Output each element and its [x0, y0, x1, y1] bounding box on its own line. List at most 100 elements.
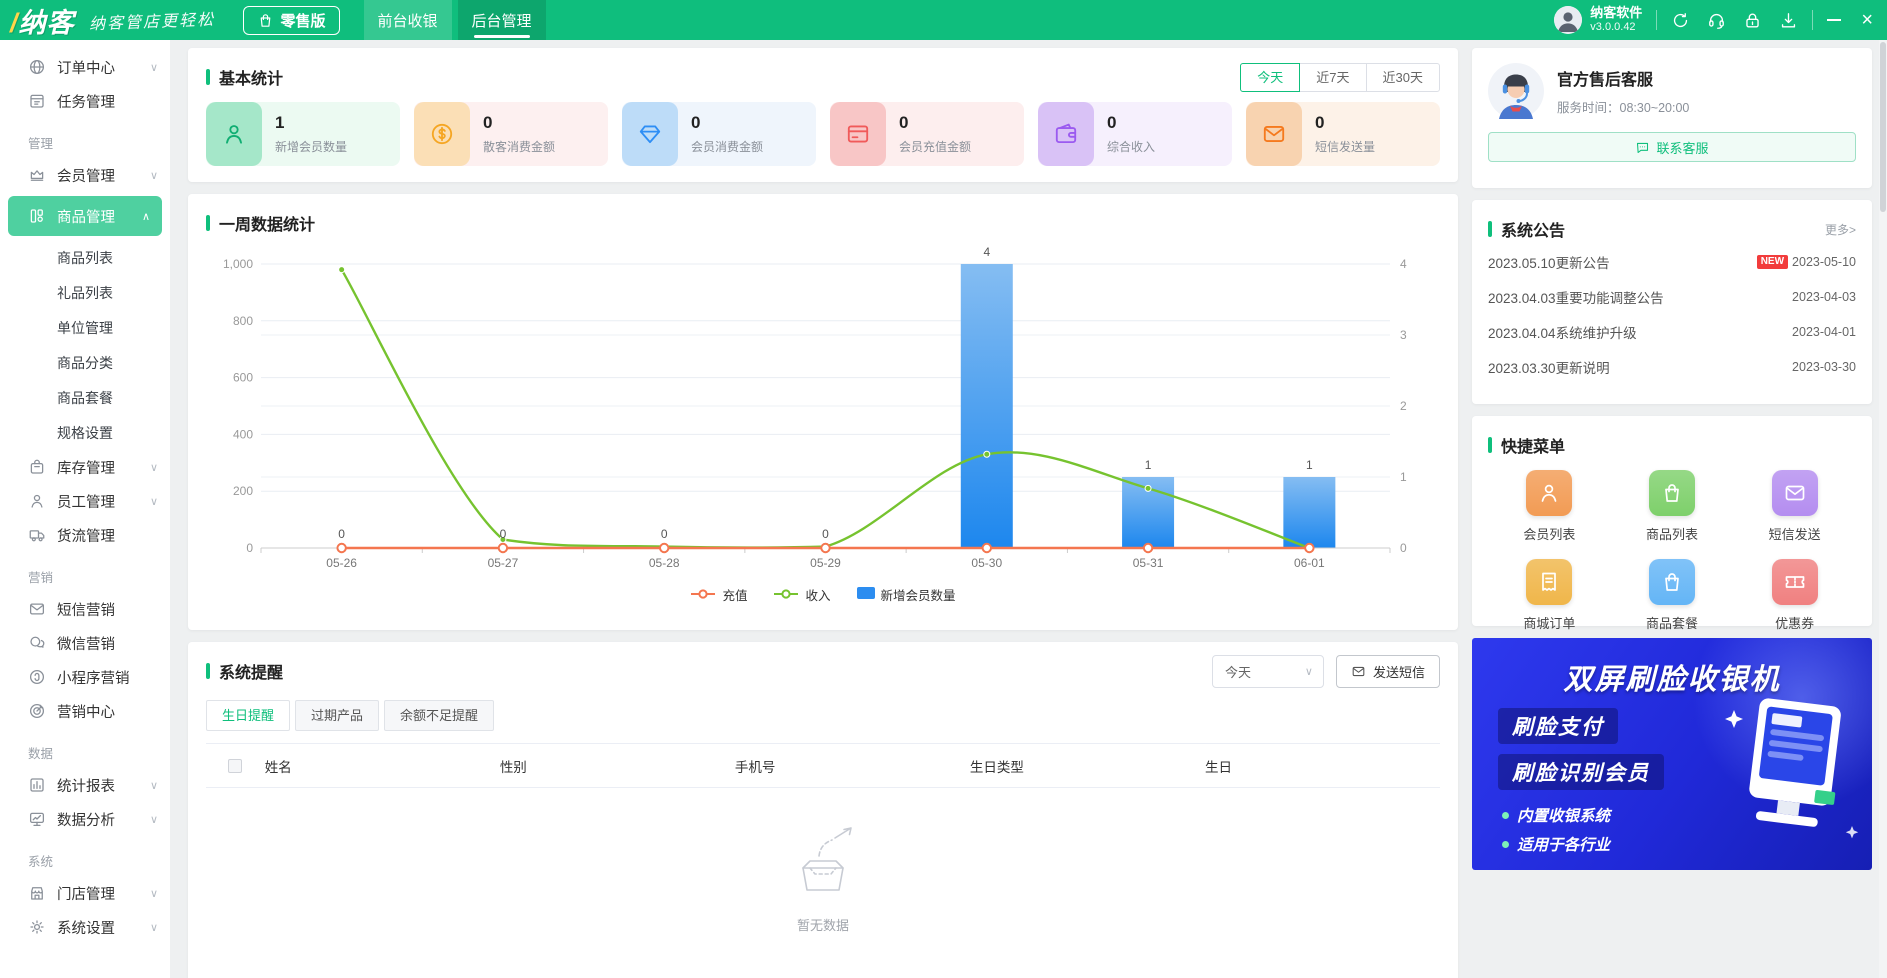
member-glyph [1537, 481, 1561, 505]
sidebar-item[interactable]: 货流管理 [0, 518, 170, 552]
legend-label: 新增会员数量 [880, 589, 956, 603]
sidebar-subitem[interactable]: 单位管理 [57, 319, 113, 336]
send-sms-button[interactable]: 发送短信 [1335, 654, 1440, 688]
topbar-icon-buttons [1671, 11, 1798, 30]
quick-menu-item[interactable]: 短信发送 [1733, 470, 1856, 543]
minimize-button[interactable] [1827, 19, 1842, 21]
sync-icon[interactable] [1671, 11, 1690, 30]
bankcard-glyph [845, 121, 871, 147]
chart-svg: 4 1 1 0 0 0 0 0 200 400 600 800 1,000 0 1 2 3 4 05-26 05-27… [223, 245, 1407, 570]
title-accent-bar [206, 215, 210, 231]
sidebar-item-label: 短信营销 [57, 602, 115, 619]
announcement-item[interactable]: 2023.04.03重要功能调整公告 2023-04-03 [1488, 279, 1856, 314]
sidebar-item[interactable]: 小程序营销 [0, 660, 170, 694]
legend-label: 收入 [805, 589, 831, 603]
quick-menu-title: 快捷菜单 [1501, 439, 1566, 456]
user-account[interactable]: 纳客软件 v3.0.0.42 [1554, 5, 1642, 34]
sidebar-item[interactable]: 会员管理 ∨ [0, 158, 170, 192]
range-tab[interactable]: 近30天 [1365, 62, 1440, 92]
reminder-tab[interactable]: 过期产品 [295, 700, 380, 731]
topbar-tab[interactable]: 前台收银 [363, 0, 452, 40]
legend-item[interactable]: 收入 [773, 585, 831, 604]
stat-texts: 0 短信发送量 [1315, 113, 1375, 155]
bag-glyph [1660, 570, 1684, 594]
sidebar-item[interactable]: 订单中心 ∨ [0, 50, 170, 84]
svg-text:05-28: 05-28 [649, 556, 680, 570]
sidebar-item[interactable]: 门店管理 ∨ [0, 876, 170, 910]
sidebar-item[interactable]: 微信营销 [0, 626, 170, 660]
announcement-item[interactable]: 2023.03.30更新说明 2023-03-30 [1488, 349, 1856, 384]
inventory-icon [28, 458, 46, 476]
svg-text:0: 0 [338, 527, 345, 541]
more-link[interactable]: 更多> [1824, 222, 1856, 237]
quick-menu-item[interactable]: 优惠券 [1733, 559, 1856, 632]
table-header-cell: 生日类型 [969, 759, 1024, 775]
close-button[interactable]: × [1861, 9, 1873, 31]
sidebar-item[interactable]: 员工管理 ∨ [0, 484, 170, 518]
sidebar-subitem[interactable]: 礼品列表 [57, 284, 113, 301]
store-icon [28, 884, 46, 902]
announcement-item[interactable]: 2023.04.04系统维护升级 2023-04-01 [1488, 314, 1856, 349]
svg-text:0: 0 [661, 527, 668, 541]
contact-service-button[interactable]: 联系客服 [1488, 132, 1856, 162]
reminder-tab[interactable]: 生日提醒 [206, 700, 291, 731]
ad-banner[interactable]: 双屏刷脸收银机 刷脸支付 刷脸识别会员 内置收银系统 适用于各行业 [1472, 638, 1872, 870]
sidebar-subitem[interactable]: 商品套餐 [57, 389, 113, 406]
announcement-item[interactable]: 2023.05.10更新公告 NEW 2023-05-10 [1488, 244, 1856, 279]
sidebar-subitem[interactable]: 商品列表 [57, 249, 113, 266]
reminder-table-header: 姓名 性别 手机号 生日类型 生日 [206, 743, 1440, 788]
quick-menu-item[interactable]: 商品套餐 [1611, 559, 1734, 632]
customer-service-card: 官方售后客服 服务时间：08:30~20:00 联系客服 [1472, 48, 1872, 188]
headset-icon[interactable] [1707, 11, 1726, 30]
avatar [1554, 6, 1583, 34]
miniprogram-icon [28, 668, 46, 686]
sidebar-item[interactable]: 营销中心 [0, 694, 170, 728]
stat-texts: 0 会员消费金额 [691, 113, 763, 155]
main-content: 基本统计 今天 近7天 近30天 1 新增会员数量 0 散客消费金额 0 会员消费金额 0 会员充… [170, 40, 1887, 978]
quick-menu-grid: 会员列表 商品列表 短信发送商城订单 商品套餐 优惠券 [1488, 470, 1856, 632]
sidebar-subitem[interactable]: 商品分类 [57, 354, 113, 371]
mailfill-glyph [1783, 481, 1807, 505]
mail-icon [1246, 102, 1302, 166]
page-scrollbar [1879, 40, 1887, 978]
topbar-tab[interactable]: 后台管理 [457, 0, 546, 40]
select-all-checkbox[interactable] [228, 758, 243, 773]
scrollbar-thumb[interactable] [1880, 42, 1886, 212]
retail-version-button[interactable]: 零售版 [242, 5, 340, 35]
sidebar-item[interactable]: 系统设置 ∨ [0, 910, 170, 944]
download-icon[interactable] [1779, 11, 1798, 30]
lock-icon[interactable] [1743, 11, 1762, 30]
sidebar-subitem[interactable]: 规格设置 [57, 424, 113, 441]
reminder-tab[interactable]: 余额不足提醒 [384, 700, 495, 731]
sidebar-item[interactable]: 统计报表 ∨ [0, 768, 170, 802]
range-tab[interactable]: 今天 [1240, 62, 1301, 92]
sidebar-item[interactable]: 库存管理 ∨ [0, 450, 170, 484]
quick-menu-item[interactable]: 会员列表 [1488, 470, 1611, 543]
sidebar-item[interactable]: 数据分析 ∨ [0, 802, 170, 836]
legend-item[interactable]: 充值 [690, 585, 747, 604]
sidebar-item[interactable]: 商品管理 ∧ [8, 196, 162, 236]
sidebar-item[interactable]: 任务管理 [0, 84, 170, 118]
legend-label: 充值 [722, 589, 748, 603]
bag-glyph [1660, 481, 1684, 505]
cash-register-illustration [1718, 684, 1870, 854]
quick-menu-item[interactable]: 商城订单 [1488, 559, 1611, 632]
banner-bullet: 内置收银系统 [1502, 804, 1872, 826]
svg-text:1: 1 [1306, 458, 1313, 472]
svg-text:1: 1 [1145, 458, 1152, 472]
sidebar-item-label: 统计报表 [57, 778, 115, 795]
bullet-dot [1502, 811, 1509, 819]
system-reminder-title: 系统提醒 [219, 665, 284, 682]
announcements-title: 系统公告 [1501, 223, 1566, 240]
app-logo: /纳客 [10, 7, 75, 38]
receipt-icon [1526, 559, 1573, 605]
reminder-range-select[interactable]: 今天 ∨ [1211, 654, 1324, 688]
announcement-date: 2023-04-03 [1792, 289, 1856, 304]
quick-menu-item[interactable]: 商品列表 [1611, 470, 1734, 543]
range-tab[interactable]: 近7天 [1299, 62, 1367, 92]
legend-item[interactable]: 新增会员数量 [856, 585, 956, 604]
weekly-chart: 4 1 1 0 0 0 0 0 200 400 600 800 1,000 0 1 2 3 4 05-26 05-27… [206, 238, 1440, 583]
mail-glyph [1261, 121, 1287, 147]
sidebar-item[interactable]: 短信营销 [0, 592, 170, 626]
chevron-down-icon: ∨ [149, 921, 158, 934]
